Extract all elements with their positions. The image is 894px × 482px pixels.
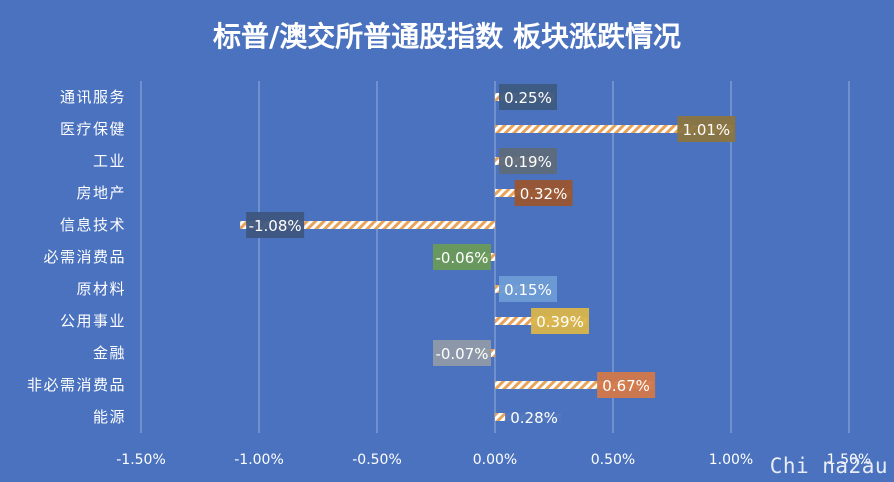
category-label: 能源 (93, 408, 126, 426)
data-label: 0.39% (536, 313, 584, 331)
data-label-box (531, 308, 590, 334)
data-label-box (505, 404, 564, 430)
data-label-box (499, 148, 557, 174)
x-tick-label: 1.00% (709, 452, 753, 468)
category-label: 房地产 (76, 184, 126, 202)
watermark: Chi na2au (769, 454, 888, 478)
data-label-box (499, 84, 557, 110)
chart-title: 标普/澳交所普通股指数 板块涨跌情况 (213, 20, 681, 53)
x-tick-label: -0.50% (352, 452, 402, 468)
category-label: 公用事业 (60, 312, 126, 330)
x-tick-labels: -1.50% -1.00% -0.50% 0.00% 0.50% 1.00% 1.50% (116, 452, 871, 468)
x-tick-label: -1.50% (116, 452, 166, 468)
data-label: 0.32% (520, 185, 568, 203)
data-label: 0.19% (504, 153, 552, 171)
data-label: 0.28% (510, 409, 558, 427)
x-tick-label: -1.00% (234, 452, 284, 468)
data-label-box (433, 244, 491, 270)
category-label: 非必需消费品 (27, 376, 126, 394)
data-label-box (597, 372, 656, 398)
category-label: 通讯服务 (60, 88, 126, 106)
category-label: 工业 (93, 152, 126, 170)
data-label: 0.25% (504, 89, 552, 107)
category-label: 信息技术 (60, 216, 126, 234)
data-label: -0.07% (435, 345, 488, 363)
data-label-box (433, 340, 491, 366)
data-label-box (677, 116, 736, 142)
category-label: 必需消费品 (43, 248, 126, 266)
category-label: 原材料 (76, 280, 126, 298)
data-label-box (246, 212, 305, 238)
x-tick-label: 0.50% (591, 452, 635, 468)
data-labels: 0.25% 1.01% 0.19% 0.32% -1.08% -0.06% 0.15% 0.3… (246, 84, 736, 430)
bar (240, 221, 495, 229)
data-label: -0.06% (435, 249, 488, 267)
x-tick-label: 1.50% (827, 452, 871, 468)
data-label: -1.08% (249, 217, 302, 235)
data-label-box (514, 180, 573, 206)
x-tick-label: 0.00% (473, 452, 517, 468)
bar (495, 125, 734, 133)
data-label: 0.67% (602, 377, 650, 395)
data-label-box (499, 276, 557, 302)
category-label: 医疗保健 (60, 120, 126, 138)
category-label: 金融 (93, 344, 126, 362)
data-label: 1.01% (683, 121, 731, 139)
data-label: 0.15% (504, 281, 552, 299)
bar (495, 381, 654, 389)
